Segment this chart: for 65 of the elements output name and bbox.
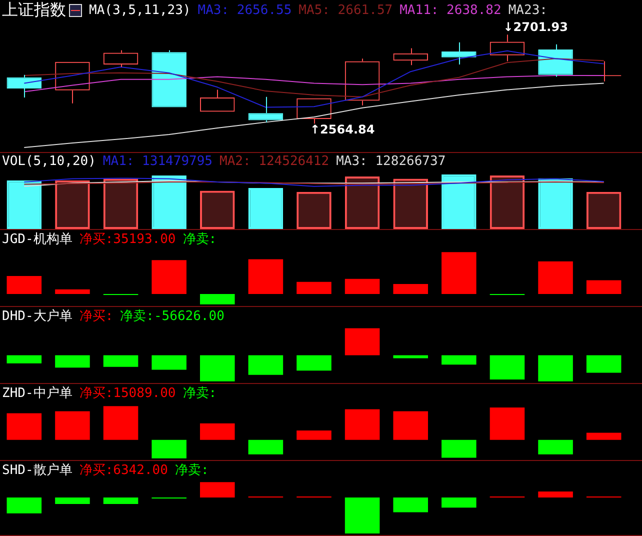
bar — [344, 409, 380, 440]
bar — [393, 411, 428, 440]
text: 净买:6342.00 — [79, 462, 168, 478]
chart-title: JGD-机构单 — [2, 231, 72, 248]
bar — [490, 408, 525, 440]
bar — [586, 280, 622, 294]
candlestick — [152, 50, 186, 108]
bar — [344, 278, 380, 294]
text: MA11: 2638.82 — [400, 2, 502, 18]
candlestick — [442, 42, 476, 65]
bar — [6, 498, 42, 514]
candlestick — [248, 96, 284, 123]
bar — [538, 261, 573, 294]
series-label: MA2: 124526412 — [220, 154, 330, 169]
chart-title: VOL(5,10,20) — [2, 154, 96, 169]
bar — [55, 289, 90, 294]
bar — [6, 276, 42, 294]
bar — [55, 498, 90, 504]
bar — [152, 260, 186, 294]
bar — [55, 411, 90, 440]
bar — [296, 430, 332, 440]
chart-title: DHD-大户单 — [2, 308, 72, 324]
bar — [248, 259, 284, 294]
candlestick — [6, 74, 42, 98]
text: 净卖: — [182, 231, 217, 248]
series-label: 净卖: — [174, 462, 209, 478]
text: MA3: 2656.55 — [198, 2, 292, 18]
text: MA23: — [508, 2, 548, 18]
bar — [200, 423, 235, 440]
bar — [55, 180, 90, 229]
chart-title: ZHD-中户单 — [2, 385, 72, 402]
bar — [103, 498, 138, 504]
text: MA5: 2661.57 — [298, 2, 393, 18]
bar — [538, 440, 573, 454]
bar — [442, 498, 476, 508]
bar — [248, 440, 284, 454]
bar — [200, 190, 235, 229]
bar — [200, 294, 235, 304]
annotation: ↑2564.84 — [310, 122, 375, 137]
bar — [393, 498, 428, 512]
bar — [586, 432, 622, 440]
bar — [296, 282, 332, 294]
bar — [586, 192, 622, 229]
chart-title: 上证指数 — [2, 0, 66, 20]
bar — [442, 252, 476, 294]
text: 净买: — [79, 308, 114, 324]
candlestick — [538, 44, 573, 78]
bar — [103, 406, 138, 440]
series-label: 净买:15089.00 — [79, 385, 176, 402]
bar — [344, 498, 380, 534]
text: ↓2701.93 — [503, 20, 568, 34]
text: 净卖: — [182, 385, 217, 402]
bar — [296, 192, 332, 229]
chart-subtitle: MA(3,5,11,23) — [89, 2, 191, 18]
bar — [200, 482, 235, 498]
text: 净卖:-56626.00 — [120, 308, 224, 324]
bar — [393, 284, 428, 294]
chart-title: SHD-散户单 — [2, 462, 72, 478]
bar — [442, 440, 476, 458]
series-label: MA1: 131479795 — [102, 154, 212, 169]
series-label: MA3: 128266737 — [336, 154, 446, 169]
series-label: 净买:35193.00 — [79, 231, 176, 248]
bar — [538, 491, 573, 498]
bar — [6, 413, 42, 440]
bar — [152, 440, 186, 458]
